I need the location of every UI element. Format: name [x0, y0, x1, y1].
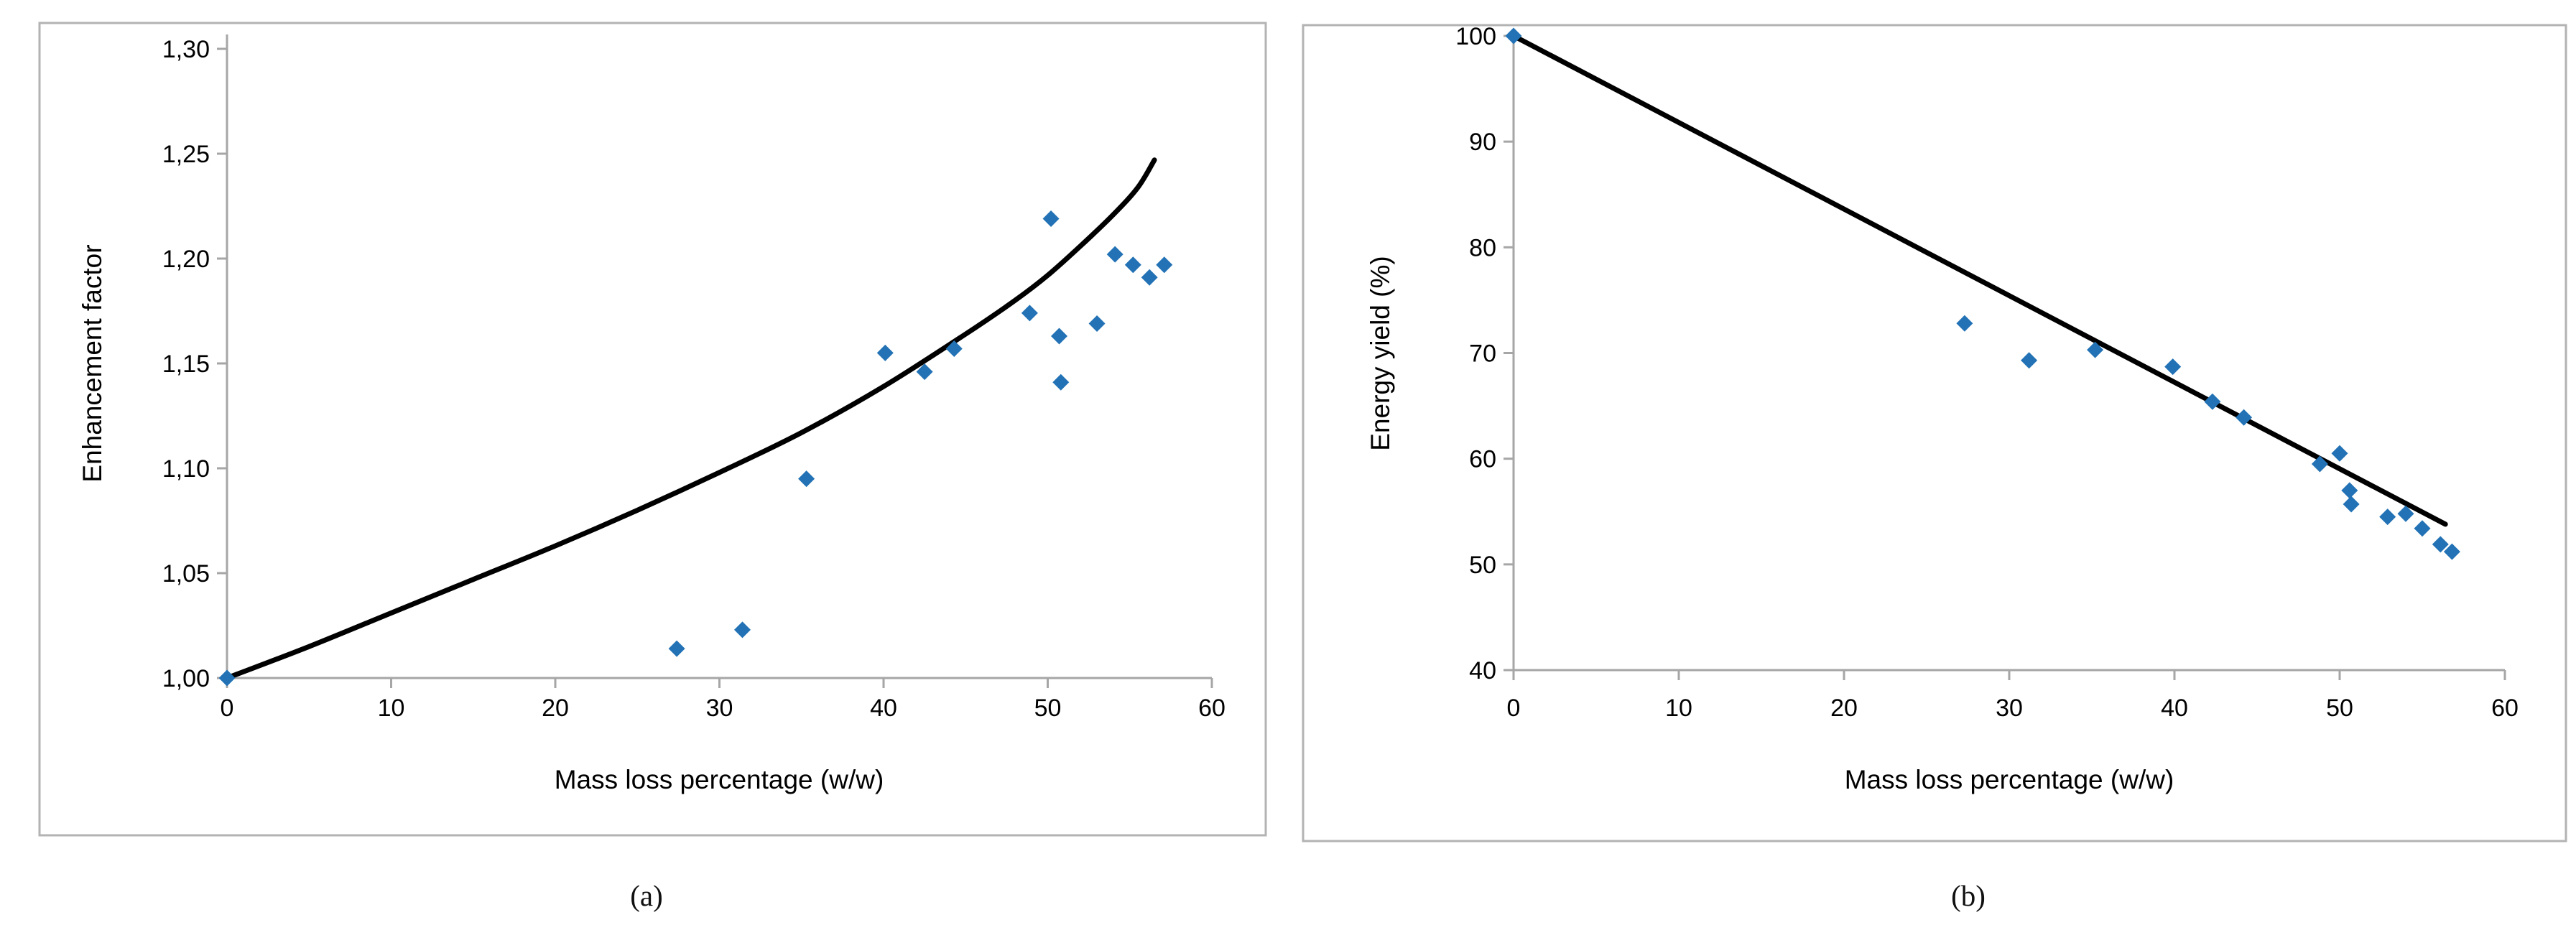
- x-tick-label: 60: [2491, 695, 2519, 722]
- data-point: [1141, 269, 1158, 286]
- y-tick-label: 70: [1469, 340, 1496, 367]
- data-point: [2397, 505, 2414, 522]
- data-point: [1956, 315, 1973, 332]
- x-tick-label: 60: [1198, 695, 1226, 722]
- y-tick-label: 60: [1469, 446, 1496, 473]
- x-tick-label: 30: [1996, 695, 2023, 722]
- x-tick-label: 40: [2161, 695, 2188, 722]
- y-axis-title-a: Enhancement factor: [78, 244, 107, 483]
- data-point: [876, 344, 894, 361]
- y-tick-label: 80: [1469, 234, 1496, 261]
- data-point: [2414, 520, 2431, 537]
- y-tick-label: 1,30: [162, 36, 210, 63]
- x-tick-label: 0: [221, 695, 234, 722]
- data-point: [218, 669, 236, 687]
- data-point: [2311, 455, 2328, 473]
- data-point: [668, 640, 685, 657]
- data-point: [2331, 445, 2348, 462]
- data-point: [945, 340, 963, 358]
- data-point: [1106, 246, 1123, 263]
- data-point: [798, 470, 815, 488]
- x-tick-label: 20: [542, 695, 569, 722]
- data-point: [2164, 358, 2182, 376]
- data-point: [2379, 509, 2396, 526]
- data-point: [2443, 543, 2460, 560]
- x-tick-label: 10: [378, 695, 405, 722]
- y-tick-label: 40: [1469, 657, 1496, 684]
- y-tick-label: 1,10: [162, 455, 210, 483]
- data-point: [1156, 256, 1173, 274]
- y-tick-label: 1,25: [162, 141, 210, 168]
- panel-border: [38, 22, 1267, 837]
- data-point: [2432, 536, 2449, 553]
- x-tick-label: 50: [2326, 695, 2353, 722]
- data-point: [1052, 373, 1070, 391]
- panel-caption-a: (a): [630, 879, 663, 912]
- data-point: [1124, 256, 1141, 274]
- trend-line: [224, 157, 1157, 681]
- x-tick-label: 20: [1830, 695, 1858, 722]
- data-point: [2021, 352, 2038, 369]
- trend-line: [1511, 33, 2448, 527]
- y-tick-label: 1,15: [162, 350, 210, 378]
- data-point: [2343, 496, 2360, 513]
- y-tick-label: 100: [1455, 23, 1496, 50]
- data-point: [2087, 341, 2104, 358]
- data-point: [1050, 328, 1067, 345]
- data-point: [2341, 482, 2358, 499]
- y-tick-label: 90: [1469, 129, 1496, 156]
- x-axis-title-a: Mass loss percentage (w/w): [554, 765, 884, 794]
- data-point: [733, 621, 751, 639]
- data-point: [2204, 393, 2221, 410]
- x-tick-label: 50: [1034, 695, 1062, 722]
- y-axis-title-b: Energy yield (%): [1366, 256, 1395, 451]
- x-tick-label: 40: [870, 695, 897, 722]
- y-tick-label: 50: [1469, 552, 1496, 579]
- x-tick-label: 10: [1665, 695, 1692, 722]
- data-point: [1042, 210, 1060, 228]
- y-tick-label: 1,05: [162, 560, 210, 588]
- y-tick-label: 1,00: [162, 665, 210, 692]
- data-point: [1088, 315, 1106, 333]
- data-point: [2236, 409, 2253, 426]
- panel-caption-b: (b): [1951, 879, 1986, 912]
- data-point: [1505, 27, 1522, 45]
- x-axis-title-b: Mass loss percentage (w/w): [1844, 765, 2174, 794]
- x-tick-label: 0: [1507, 695, 1521, 722]
- data-point: [1021, 305, 1038, 322]
- data-point: [916, 363, 933, 381]
- panel-border: [1302, 24, 2567, 842]
- x-tick-label: 30: [706, 695, 733, 722]
- y-tick-label: 1,20: [162, 246, 210, 273]
